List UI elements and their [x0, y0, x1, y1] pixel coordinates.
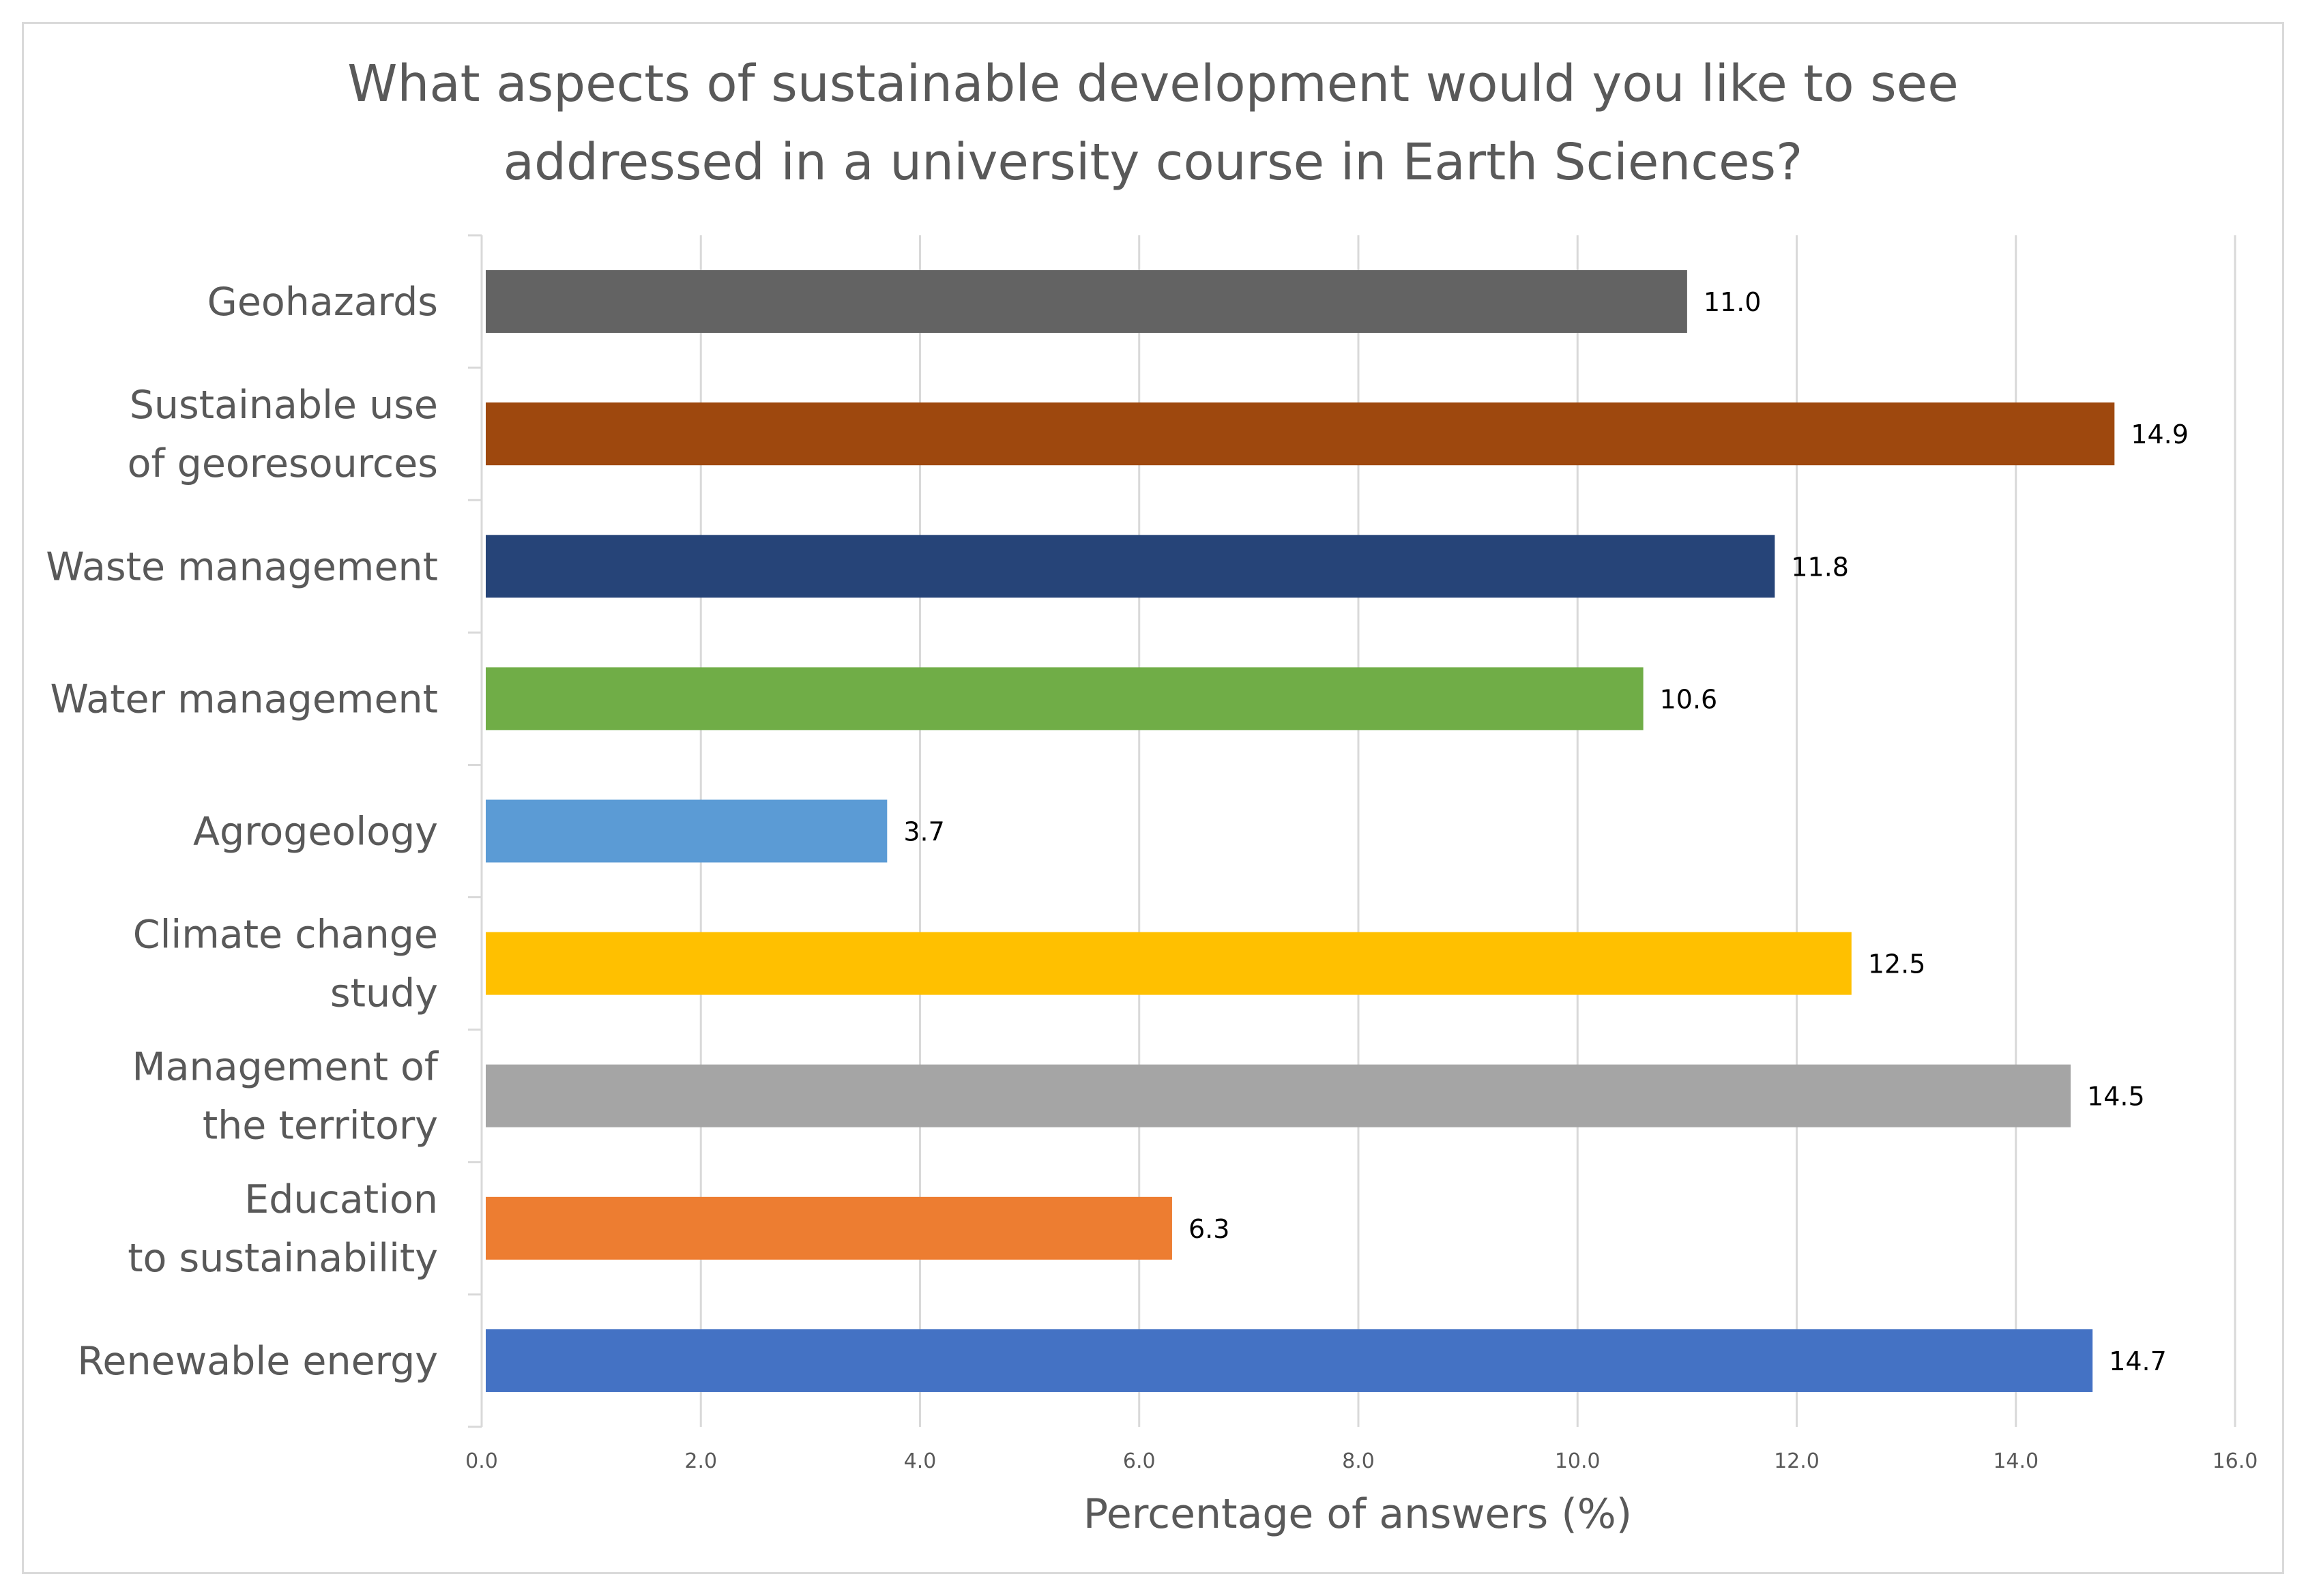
x-tick-label: 0.0	[465, 1449, 498, 1473]
category-label: study	[330, 971, 438, 1016]
x-tick-label: 2.0	[684, 1449, 717, 1473]
x-tick-label: 14.0	[1993, 1449, 2039, 1473]
x-tick-label: 6.0	[1123, 1449, 1156, 1473]
bar-value-label: 14.9	[2131, 419, 2189, 449]
chart-title-line: addressed in a university course in Eart…	[503, 133, 1803, 192]
category-label: Education	[244, 1177, 438, 1222]
bar-value-label: 14.5	[2087, 1082, 2145, 1112]
bar-value-label: 12.5	[1868, 949, 1926, 979]
bar	[486, 667, 1644, 730]
bar-value-label: 3.7	[903, 817, 944, 847]
category-label: of georesources	[128, 441, 438, 486]
category-label: the territory	[203, 1104, 438, 1149]
category-label: Management of	[132, 1045, 439, 1090]
x-tick-label: 10.0	[1555, 1449, 1601, 1473]
x-tick-label: 16.0	[2213, 1449, 2258, 1473]
category-label: Sustainable use	[130, 383, 438, 428]
category-label: Climate change	[133, 913, 438, 958]
bar-value-label: 11.8	[1791, 552, 1849, 582]
bar-value-label: 10.6	[1660, 684, 1718, 714]
bar	[486, 932, 1852, 995]
category-label: Agrogeology	[193, 810, 438, 855]
x-tick-label: 8.0	[1342, 1449, 1375, 1473]
chart-title-line: What aspects of sustainable development …	[347, 55, 1958, 113]
bar	[486, 402, 2115, 466]
bar	[486, 270, 1687, 334]
category-label: Geohazards	[207, 280, 438, 325]
category-label: Water management	[50, 677, 438, 722]
bar	[486, 1329, 2093, 1392]
category-label: to sustainability	[128, 1236, 438, 1281]
x-tick-label: 12.0	[1774, 1449, 1820, 1473]
x-tick-label: 4.0	[904, 1449, 937, 1473]
bar	[486, 799, 888, 863]
category-label: Renewable energy	[77, 1339, 438, 1384]
bar	[486, 535, 1775, 598]
bar-value-label: 6.3	[1188, 1214, 1229, 1244]
bar-value-label: 14.7	[2109, 1346, 2167, 1376]
bar	[486, 1064, 2071, 1127]
x-axis-title: Percentage of answers (%)	[1083, 1490, 1632, 1538]
category-label: Waste management	[46, 544, 438, 589]
bar	[486, 1196, 1172, 1260]
bar-value-label: 11.0	[1704, 287, 1762, 317]
